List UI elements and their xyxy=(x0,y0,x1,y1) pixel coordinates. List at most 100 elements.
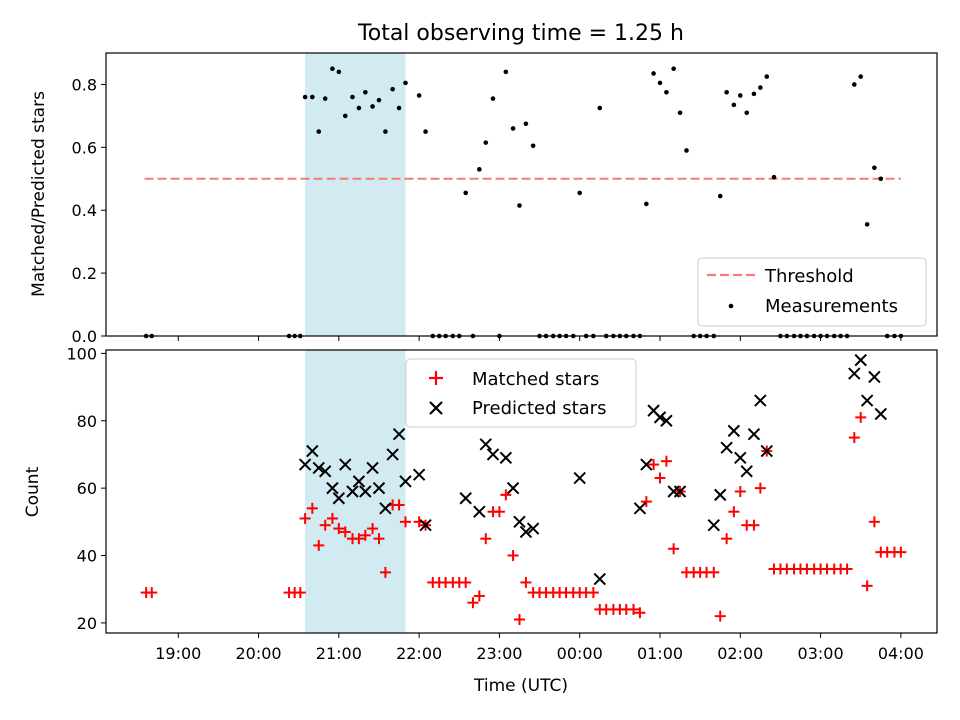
x-tick-label: 20:00 xyxy=(235,644,281,663)
marker-stroke xyxy=(760,444,773,458)
predicted-star-marker xyxy=(298,458,312,471)
matched-star-marker xyxy=(640,496,652,508)
measurement-point xyxy=(744,110,750,116)
matched-star-marker xyxy=(708,566,720,578)
predicted-star-marker xyxy=(486,448,500,461)
measurement-point xyxy=(363,90,368,95)
predicted-star-marker xyxy=(412,468,426,481)
marker-stroke xyxy=(392,428,406,441)
matched-star-marker xyxy=(294,587,306,599)
measurement-point xyxy=(651,71,656,76)
measurement-point xyxy=(302,94,308,100)
predicted-star-marker xyxy=(459,492,472,505)
marker-stroke xyxy=(479,438,492,451)
marker-stroke xyxy=(306,444,319,458)
matched-star-marker xyxy=(367,523,379,535)
predicted-star-marker xyxy=(593,572,606,586)
matched-star-marker xyxy=(339,526,351,538)
matched-star-marker xyxy=(319,519,331,531)
marker-stroke xyxy=(860,394,874,407)
marker-stroke xyxy=(332,492,346,505)
matched-star-marker xyxy=(399,516,411,528)
measurement-point xyxy=(530,143,536,149)
top-panel: 0.00.20.40.60.8 Matched/Predicted stars … xyxy=(29,52,938,346)
measurement-point xyxy=(322,96,328,101)
measurement-point xyxy=(336,69,342,75)
x-tick-label: 19:00 xyxy=(155,644,201,663)
bottom-legend: Matched stars Predicted stars xyxy=(405,358,637,428)
marker-stroke xyxy=(312,461,325,475)
marker-stroke xyxy=(318,465,332,478)
measurement-point xyxy=(503,69,509,75)
matched-star-marker xyxy=(855,411,867,423)
marker-stroke xyxy=(399,475,412,488)
matched-star-marker xyxy=(728,506,740,518)
predicted-star-marker xyxy=(366,461,379,475)
matched-star-marker xyxy=(473,590,485,602)
bottom-x-axis: 19:00 20:00 21:00 22:00 23:00 00:00 01:00 02:00… xyxy=(155,633,924,663)
predicted-star-marker xyxy=(326,481,339,495)
observing-window-shade xyxy=(305,350,406,633)
y-tick-label: 20 xyxy=(77,614,97,633)
matched-star-marker xyxy=(299,512,311,524)
measurement-point xyxy=(510,126,516,131)
marker-stroke xyxy=(526,522,540,535)
bottom-legend-box xyxy=(405,358,637,428)
measurement-point xyxy=(416,93,422,98)
predicted-star-marker xyxy=(318,465,332,478)
predicted-star-marker xyxy=(854,353,867,367)
predicted-star-marker xyxy=(740,465,753,478)
measurement-point xyxy=(731,102,737,108)
marker-stroke xyxy=(372,481,386,495)
legend-threshold-label: Threshold xyxy=(764,266,854,287)
measurement-point xyxy=(872,165,877,171)
x-tick-label: 00:00 xyxy=(557,644,603,663)
predicted-star-marker xyxy=(868,370,881,384)
measurement-point xyxy=(664,90,669,95)
matched-star-marker xyxy=(520,576,532,588)
matched-star-marker xyxy=(146,587,158,599)
marker-stroke xyxy=(854,353,867,367)
y-tick-label: 40 xyxy=(77,547,97,566)
marker-stroke xyxy=(352,475,366,488)
marker-stroke xyxy=(707,518,721,532)
measurement-point xyxy=(864,222,870,227)
bottom-series xyxy=(140,353,907,626)
marker-stroke xyxy=(740,465,753,478)
matched-star-marker xyxy=(493,506,505,518)
predicted-star-marker xyxy=(660,414,673,427)
legend-matched-label: Matched stars xyxy=(472,369,599,390)
predicted-star-marker xyxy=(633,502,647,515)
marker-stroke xyxy=(848,367,861,380)
matched-star-marker xyxy=(841,563,853,575)
y-tick-label: 0.8 xyxy=(72,75,97,94)
x-tick-label: 01:00 xyxy=(637,644,683,663)
matched-star-marker xyxy=(628,603,640,615)
predicted-star-marker xyxy=(754,394,767,407)
marker-stroke xyxy=(298,458,312,471)
predicted-star-marker xyxy=(339,458,352,471)
predicted-star-marker xyxy=(727,424,741,438)
predicted-star-marker xyxy=(506,481,520,495)
marker-stroke xyxy=(513,515,526,529)
top-axes-frame xyxy=(105,52,938,337)
marker-stroke xyxy=(727,424,741,438)
y-tick-label: 0.4 xyxy=(72,201,97,220)
matched-star-marker xyxy=(654,472,666,484)
measurement-point xyxy=(376,97,382,103)
predicted-star-marker xyxy=(379,502,392,515)
marker-stroke xyxy=(633,502,647,515)
measurement-point xyxy=(383,129,388,134)
marker-stroke xyxy=(868,370,881,384)
bottom-axes-frame xyxy=(105,349,938,634)
measurement-point xyxy=(483,140,489,145)
matched-star-marker xyxy=(500,489,512,501)
predicted-star-marker xyxy=(519,525,533,539)
predicted-star-marker xyxy=(499,451,513,465)
predicted-star-marker xyxy=(653,411,667,424)
marker-stroke xyxy=(326,481,339,495)
matched-star-marker xyxy=(648,459,660,471)
observing-window-shade xyxy=(305,53,406,336)
measurement-point xyxy=(370,104,375,109)
marker-stroke xyxy=(747,428,761,441)
